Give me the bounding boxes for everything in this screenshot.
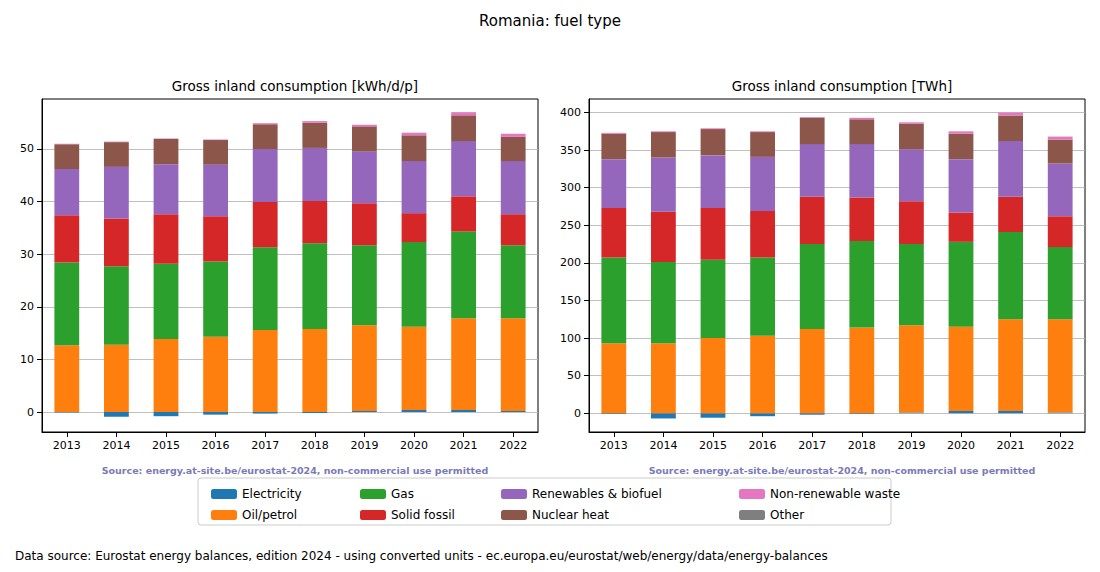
svg-text:2017: 2017 — [798, 439, 826, 452]
svg-text:50: 50 — [20, 142, 34, 155]
svg-text:Other: Other — [770, 508, 804, 522]
svg-text:150: 150 — [560, 294, 581, 307]
svg-text:2022: 2022 — [499, 439, 527, 452]
svg-text:0: 0 — [27, 406, 34, 419]
svg-text:Gross inland consumption [TWh]: Gross inland consumption [TWh] — [732, 78, 952, 94]
svg-text:2016: 2016 — [749, 439, 777, 452]
svg-text:2018: 2018 — [301, 439, 329, 452]
svg-text:400: 400 — [560, 106, 581, 119]
svg-text:Source: energy.at-site.be/euro: Source: energy.at-site.be/eurostat-2024,… — [102, 465, 489, 476]
svg-text:250: 250 — [560, 219, 581, 232]
svg-text:2013: 2013 — [53, 439, 81, 452]
svg-text:20: 20 — [20, 300, 34, 313]
svg-text:100: 100 — [560, 332, 581, 345]
svg-text:10: 10 — [20, 353, 34, 366]
svg-text:2016: 2016 — [202, 439, 230, 452]
svg-text:2015: 2015 — [699, 439, 727, 452]
svg-text:2020: 2020 — [947, 439, 975, 452]
svg-text:2019: 2019 — [350, 439, 378, 452]
svg-text:Nuclear heat: Nuclear heat — [532, 508, 609, 522]
svg-text:2017: 2017 — [251, 439, 279, 452]
svg-text:0: 0 — [574, 407, 581, 420]
svg-text:Oil/petrol: Oil/petrol — [242, 508, 297, 522]
svg-text:Renewables & biofuel: Renewables & biofuel — [532, 487, 662, 501]
svg-text:50: 50 — [567, 369, 581, 382]
svg-text:Gas: Gas — [391, 487, 414, 501]
svg-text:Romania: fuel type: Romania: fuel type — [479, 12, 621, 30]
svg-text:30: 30 — [20, 248, 34, 261]
svg-text:Non-renewable waste: Non-renewable waste — [770, 487, 900, 501]
svg-text:2021: 2021 — [997, 439, 1025, 452]
svg-text:Data source: Eurostat energy b: Data source: Eurostat energy balances, e… — [15, 549, 828, 563]
svg-text:300: 300 — [560, 181, 581, 194]
svg-text:350: 350 — [560, 144, 581, 157]
svg-text:2018: 2018 — [848, 439, 876, 452]
svg-text:2014: 2014 — [102, 439, 130, 452]
svg-text:Solid fossil: Solid fossil — [391, 508, 455, 522]
svg-text:2022: 2022 — [1046, 439, 1074, 452]
svg-text:2019: 2019 — [897, 439, 925, 452]
svg-text:2021: 2021 — [450, 439, 478, 452]
svg-text:2014: 2014 — [649, 439, 677, 452]
svg-text:2020: 2020 — [400, 439, 428, 452]
svg-text:2013: 2013 — [600, 439, 628, 452]
svg-text:Source: energy.at-site.be/euro: Source: energy.at-site.be/eurostat-2024,… — [649, 465, 1036, 476]
svg-text:Gross inland consumption [kWh/: Gross inland consumption [kWh/d/p] — [172, 78, 418, 94]
svg-text:2015: 2015 — [152, 439, 180, 452]
svg-text:Electricity: Electricity — [242, 487, 302, 501]
svg-text:200: 200 — [560, 256, 581, 269]
svg-text:40: 40 — [20, 195, 34, 208]
